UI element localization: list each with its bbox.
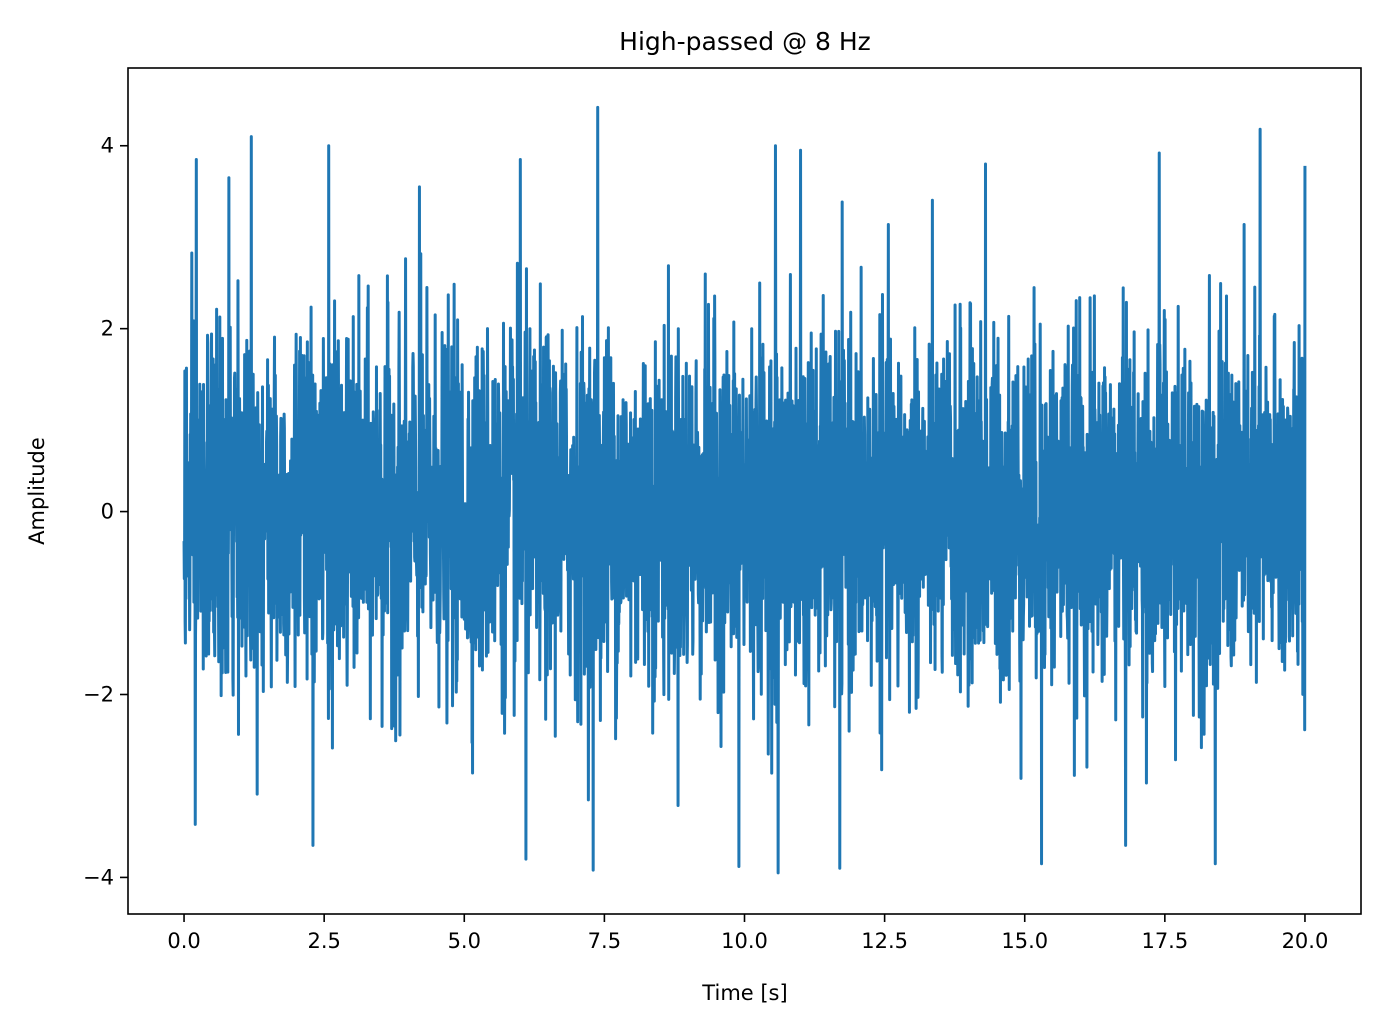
x-axis-ticks: 0.0 2.5 5.0 7.5 10.0 12.5 15.0 17.5 20.0 xyxy=(167,914,1328,953)
x-tick-label: 2.5 xyxy=(307,929,340,953)
x-tick-label: 12.5 xyxy=(861,929,908,953)
series-group xyxy=(182,105,1307,875)
y-tick-label: 0 xyxy=(101,500,114,524)
x-tick-label: 10.0 xyxy=(721,929,768,953)
y-axis-label: Amplitude xyxy=(25,437,49,545)
x-tick-label: 20.0 xyxy=(1282,929,1329,953)
y-tick-label: 4 xyxy=(101,134,114,158)
x-tick-label: 0.0 xyxy=(167,929,200,953)
y-tick-label: −2 xyxy=(83,682,114,706)
x-tick-label: 17.5 xyxy=(1141,929,1188,953)
chart-title: High-passed @ 8 Hz xyxy=(619,27,871,56)
signal-line xyxy=(182,105,1307,875)
x-tick-label: 7.5 xyxy=(588,929,621,953)
y-tick-label: 2 xyxy=(101,317,114,341)
y-tick-label: −4 xyxy=(83,865,114,889)
x-axis-label: Time [s] xyxy=(701,981,787,1005)
x-tick-label: 15.0 xyxy=(1001,929,1048,953)
x-tick-label: 5.0 xyxy=(448,929,481,953)
y-axis-ticks: −4 −2 0 2 4 xyxy=(83,134,128,889)
